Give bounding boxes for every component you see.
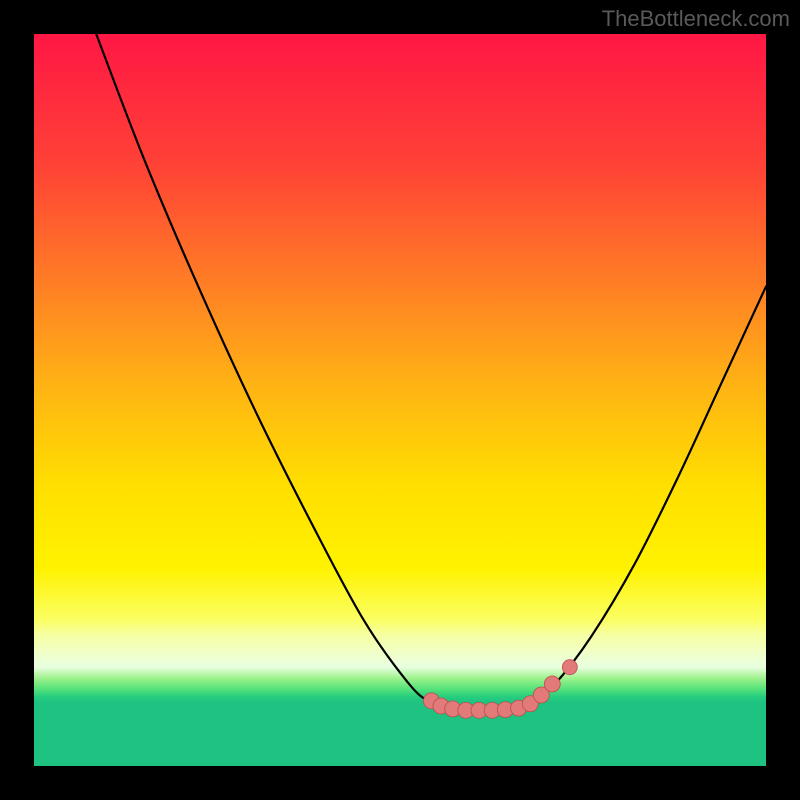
chart-container: TheBottleneck.com [0,0,800,800]
bottleneck-curve-chart [0,0,800,800]
isolated-marker [562,660,577,675]
plot-background [34,34,766,766]
watermark-text: TheBottleneck.com [602,6,790,32]
valley-marker [544,676,560,692]
